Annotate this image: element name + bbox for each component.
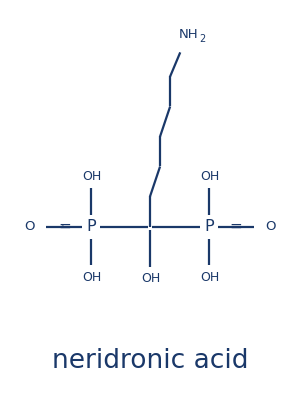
Text: OH: OH (200, 271, 219, 284)
Text: O: O (24, 220, 34, 233)
Text: P: P (86, 219, 96, 234)
Text: NH: NH (179, 28, 199, 41)
Text: OH: OH (82, 170, 101, 183)
Text: OH: OH (200, 170, 219, 183)
Text: P: P (204, 219, 214, 234)
Text: 2: 2 (199, 34, 205, 44)
Text: =: = (229, 219, 242, 234)
Text: neridronic acid: neridronic acid (52, 348, 248, 374)
Text: OH: OH (141, 272, 160, 285)
Text: =: = (58, 219, 71, 234)
Text: OH: OH (82, 271, 101, 284)
Text: O: O (266, 220, 276, 233)
